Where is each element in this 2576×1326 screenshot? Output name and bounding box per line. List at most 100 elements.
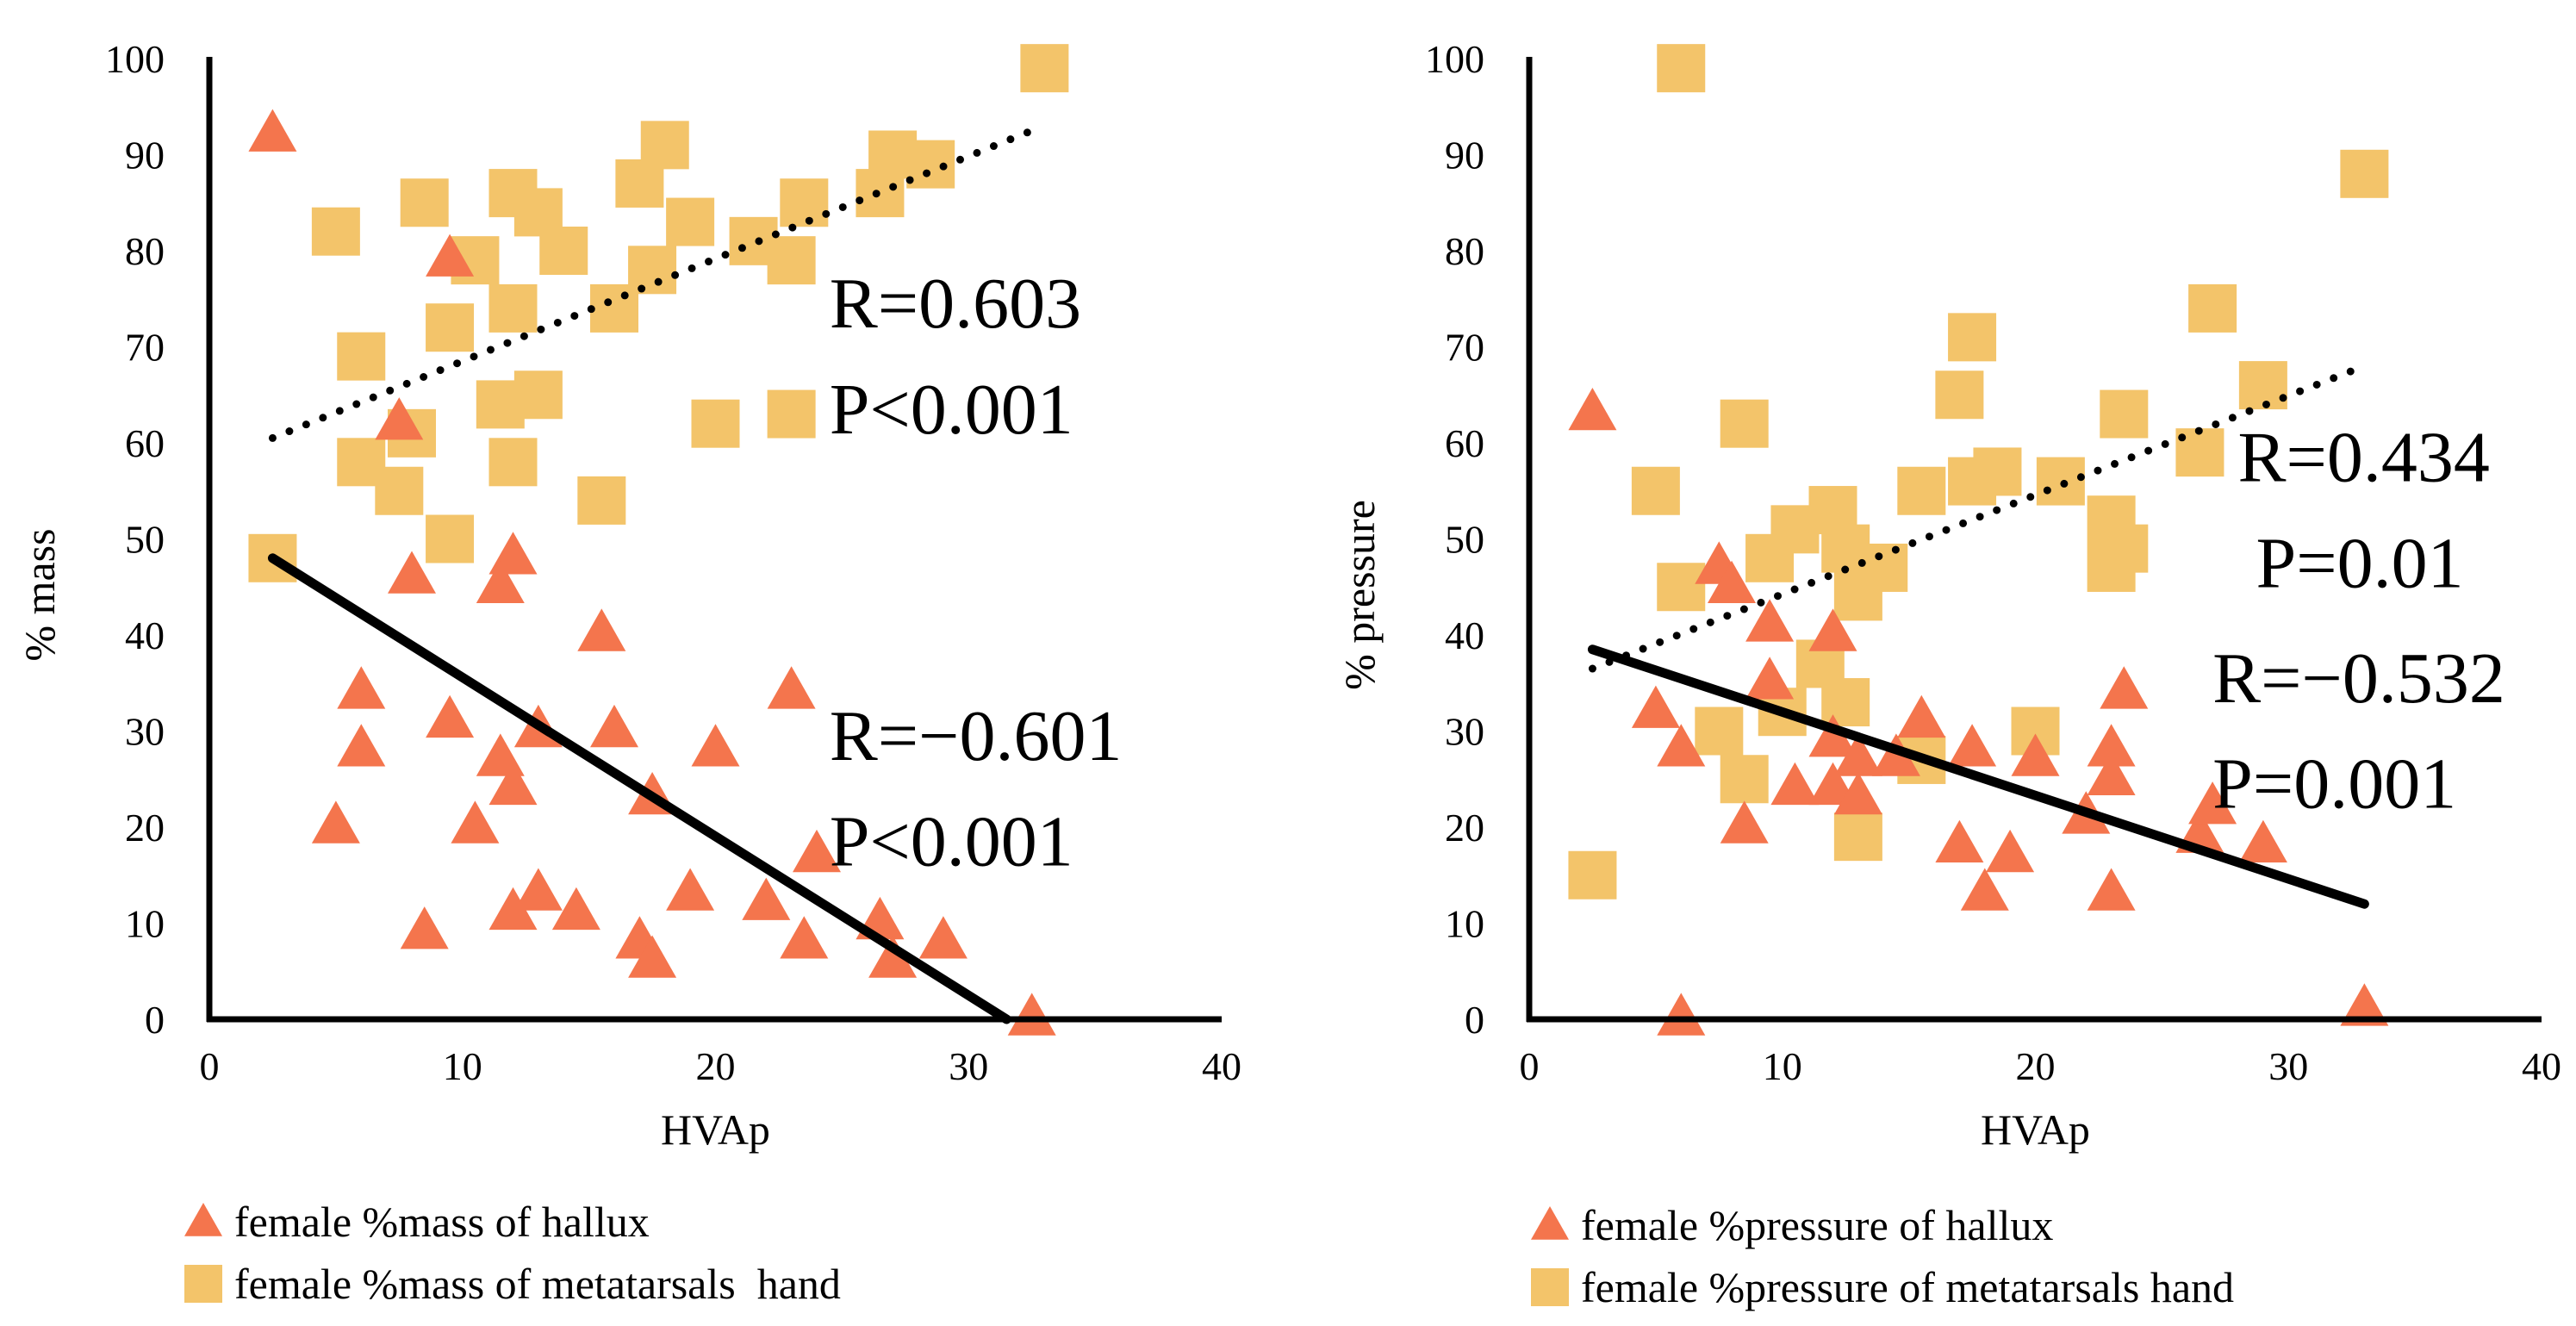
mass-hallux-point: [426, 694, 475, 738]
pressure-y-tick-label: 20: [1445, 806, 1484, 850]
mass-hallux-point: [451, 800, 500, 844]
pressure-metatarsals-point: [1720, 399, 1769, 448]
mass-hallux-point: [488, 762, 538, 806]
pressure-legend-hallux: female %pressure of hallux: [1531, 1201, 2053, 1249]
pressure-hallux-point: [2238, 819, 2287, 862]
pressure-hallux-point: [1720, 800, 1769, 844]
mass-hallux-point: [337, 724, 386, 767]
pressure-metatarsals-p-label: P=0.01: [2238, 523, 2464, 603]
pressure-y-tick-label: 60: [1445, 421, 1484, 465]
mass-y-tick-label: 100: [105, 37, 165, 81]
pressure-y-tick-label: 10: [1445, 902, 1484, 946]
mass-hallux-point: [551, 887, 600, 931]
pressure-hallux-point: [1986, 829, 2035, 873]
mass-hallux-p-label: P<0.001: [830, 802, 1073, 882]
pressure-y-tick-label: 50: [1445, 518, 1484, 562]
mass-metatarsals-point: [375, 466, 424, 515]
legend-square-marker: [184, 1265, 222, 1303]
mass-metatarsals-point: [400, 178, 449, 227]
pressure-y-tick-label: 30: [1445, 710, 1484, 754]
mass-legend-hallux-label: female %mass of hallux: [234, 1198, 650, 1246]
pressure-hallux-point: [1960, 868, 2009, 911]
mass-metatarsals-point: [539, 227, 588, 275]
mass-hallux-point: [793, 829, 841, 873]
pressure-x-tick-label: 30: [2268, 1044, 2308, 1088]
mass-metatarsals-point: [426, 303, 475, 352]
mass-x-axis-title: HVAp: [661, 1105, 770, 1154]
pressure-hallux-point: [1657, 993, 1706, 1036]
pressure-hallux-point: [2188, 781, 2237, 825]
mass-metatarsals-point: [488, 438, 538, 487]
mass-metatarsals-p-label: P<0.001: [830, 370, 1073, 450]
pressure-hallux-trendline: [1587, 644, 2369, 909]
pressure-metatarsals-point: [1973, 447, 2022, 496]
pressure-metatarsals-point: [1821, 678, 1870, 727]
mass-y-tick-label: 90: [125, 134, 165, 177]
mass-metatarsals-point: [337, 332, 386, 381]
mass-metatarsals-point: [488, 283, 538, 333]
mass-y-tick-label: 50: [125, 518, 165, 562]
mass-metatarsals-point: [426, 514, 475, 563]
pressure-x-axis-title: HVAp: [1981, 1105, 2090, 1154]
pressure-y-tick-label: 40: [1445, 613, 1484, 657]
mass-y-tick-label: 10: [125, 902, 165, 946]
mass-trendline-layer: [267, 127, 1036, 1024]
mass-hallux-point: [780, 916, 829, 959]
pressure-hallux-point: [1708, 560, 1756, 603]
pressure-metatarsals-point: [1720, 755, 1769, 804]
mass-hallux-point: [426, 233, 475, 277]
pressure-metatarsals-r-label: R=0.434: [2238, 418, 2490, 498]
mass-metatarsals-point: [577, 476, 626, 525]
mass-x-tick-label: 0: [200, 1044, 220, 1088]
mass-metatarsals-point: [767, 236, 816, 285]
pressure-metatarsals-point: [1695, 707, 1744, 756]
mass-hallux-point: [1007, 993, 1056, 1036]
mass-y-tick-label: 30: [125, 710, 165, 754]
pressure-metatarsals-point: [1631, 466, 1680, 515]
pressure-hallux-point: [2087, 868, 2136, 911]
mass-hallux-point: [400, 906, 449, 949]
mass-metatarsals-point: [513, 370, 563, 420]
pressure-x-tick-label: 0: [1520, 1044, 1540, 1088]
pressure-hallux-point: [1745, 657, 1795, 700]
pressure-metatarsals-point: [2100, 389, 2149, 439]
mass-hallux-point: [513, 868, 563, 911]
mass-metatarsals-point: [780, 178, 829, 227]
mass-chart: 0 10 20 30 40 0 10 20 30 40 50 60 70 80 90 100 HVAp % …: [16, 37, 1241, 1308]
pressure-trendline-layer: [1587, 362, 2369, 909]
pressure-hallux-p-label: P=0.001: [2212, 744, 2456, 825]
pressure-hallux-point: [1808, 762, 1857, 806]
mass-hallux-r-label: R=−0.601: [830, 696, 1123, 776]
pressure-metatarsals-point: [1859, 543, 1908, 592]
mass-hallux-point: [742, 877, 791, 920]
pressure-hallux-point: [2087, 752, 2136, 795]
pressure-metatarsals-point: [2340, 149, 2389, 198]
pressure-hallux-point: [1871, 733, 1920, 776]
pressure-legend-hallux-label: female %pressure of hallux: [1581, 1201, 2053, 1249]
pressure-x-tick-label: 20: [2016, 1044, 2056, 1088]
pressure-y-tick-label: 80: [1445, 229, 1484, 273]
pressure-y-tick-label: 70: [1445, 326, 1484, 370]
pressure-x-ticks: 0 10 20 30 40: [1520, 1044, 2562, 1088]
mass-legend-metatarsals: female %mass of metatarsals hand: [184, 1260, 841, 1308]
mass-hallux-point: [476, 733, 525, 776]
mass-metatarsals-point: [311, 207, 360, 256]
mass-hallux-point: [666, 868, 715, 911]
mass-hallux-point: [488, 532, 538, 575]
pressure-y-tick-label: 100: [1425, 37, 1484, 81]
mass-hallux-point: [577, 608, 626, 651]
pressure-metatarsals-point: [1948, 313, 1997, 362]
pressure-hallux-point: [1833, 733, 1882, 776]
legend-triangle-marker: [1531, 1206, 1569, 1240]
pressure-metatarsals-point: [1657, 44, 1706, 93]
pressure-legend-metatarsals-label: female %pressure of metatarsals hand: [1581, 1263, 2234, 1311]
pressure-legend-metatarsals: female %pressure of metatarsals hand: [1531, 1263, 2234, 1311]
pressure-hallux-point: [2087, 724, 2136, 767]
pressure-x-tick-label: 40: [2522, 1044, 2561, 1088]
mass-metatarsals-point: [906, 140, 955, 189]
mass-legend: female %mass of hallux female %mass of m…: [184, 1198, 841, 1308]
mass-hallux-trendline: [267, 553, 1011, 1024]
mass-hallux-point: [337, 666, 386, 709]
pressure-hallux-point: [1745, 599, 1795, 642]
